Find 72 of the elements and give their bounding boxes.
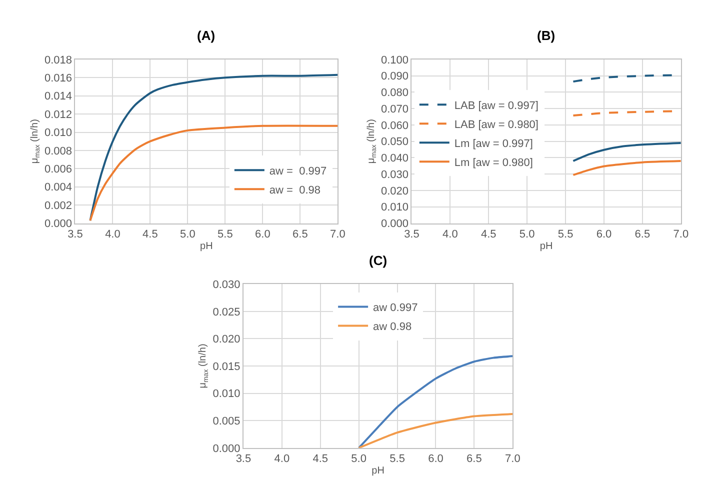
x-axis-title: pH	[200, 240, 213, 252]
y-tick-label: 0.030	[380, 168, 409, 181]
line-series	[89, 124, 338, 222]
legend-label: aw 0.98	[373, 321, 412, 334]
x-tick-label: 4.0	[274, 453, 290, 466]
y-tick-label: 0.014	[44, 90, 72, 103]
y-tick-label: 0.008	[44, 145, 72, 158]
y-tick-label: 0.050	[380, 136, 409, 148]
y-tick-label: 0.090	[380, 70, 409, 83]
line-series	[572, 160, 681, 176]
y-tick-label: 0.000	[44, 218, 72, 230]
legend-label: aw 0.997	[373, 302, 418, 314]
legend-label: aw = 0.98	[269, 184, 321, 196]
x-tick-label: 5.5	[558, 228, 574, 240]
y-tick-label: 0.004	[44, 182, 72, 194]
legend-label: Lm [aw = 0.980]	[454, 156, 533, 169]
line-series	[358, 413, 513, 448]
x-tick-label: 3.5	[68, 228, 83, 240]
y-tick-label: 0.025	[212, 306, 240, 318]
x-tick-label: 3.5	[404, 228, 420, 240]
y-tick-label: 0.010	[212, 388, 240, 400]
line-series	[572, 142, 681, 162]
line-series	[358, 355, 513, 448]
x-tick-label: 4.0	[442, 228, 458, 240]
y-tick-label: 0.015	[212, 360, 240, 373]
y-tick-label: 0.000	[380, 218, 409, 230]
legend-label: LAB [aw = 0.997]	[454, 100, 538, 112]
y-tick-label: 0.006	[44, 164, 72, 176]
chart-title: (A)	[197, 28, 216, 43]
y-tick-label: 0.000	[212, 442, 240, 455]
y-tick-label: 0.060	[380, 120, 409, 132]
y-tick-label: 0.070	[380, 103, 409, 116]
x-tick-label: 5.0	[180, 228, 196, 240]
x-tick-label: 5.0	[519, 228, 535, 240]
x-tick-label: 6.5	[292, 228, 308, 240]
x-tick-label: 5.5	[218, 228, 233, 240]
x-tick-label: 7.0	[330, 228, 346, 240]
y-tick-label: 0.030	[212, 278, 240, 291]
line-series	[89, 74, 338, 222]
x-tick-label: 6.0	[428, 453, 444, 466]
y-tick-label: 0.002	[44, 200, 72, 212]
x-tick-label: 5.0	[351, 453, 366, 466]
y-tick-label: 0.010	[44, 127, 72, 140]
y-tick-label: 0.018	[44, 54, 72, 66]
x-tick-label: 4.5	[312, 453, 328, 466]
x-tick-label: 7.0	[505, 453, 520, 466]
y-tick-label: 0.005	[212, 415, 240, 428]
chart-title: (C)	[369, 253, 388, 268]
legend-label: Lm [aw = 0.997]	[454, 138, 533, 150]
x-tick-label: 6.5	[634, 228, 650, 240]
x-tick-label: 7.0	[673, 228, 689, 240]
y-tick-label: 0.016	[44, 72, 72, 85]
x-tick-label: 4.5	[142, 228, 158, 240]
legend-label: LAB [aw = 0.980]	[454, 118, 538, 131]
y-tick-label: 0.020	[212, 334, 240, 346]
x-tick-label: 4.0	[105, 228, 120, 240]
x-tick-label: 5.5	[390, 453, 405, 466]
x-axis-title: pH	[540, 240, 553, 252]
y-tick-label: 0.010	[380, 202, 409, 214]
y-tick-label: 0.020	[380, 185, 409, 198]
y-tick-label: 0.012	[44, 108, 72, 121]
y-tick-label: 0.040	[380, 152, 409, 165]
y-tick-label: 0.100	[380, 54, 409, 66]
y-tick-label: 0.080	[380, 87, 409, 100]
x-tick-label: 6.0	[596, 228, 612, 240]
legend-label: aw = 0.997	[269, 165, 327, 178]
x-axis-title: pH	[372, 466, 384, 477]
x-tick-label: 3.5	[236, 453, 252, 466]
x-tick-label: 6.0	[255, 228, 270, 240]
x-tick-label: 6.5	[466, 453, 482, 466]
x-tick-label: 4.5	[480, 228, 496, 240]
chart-title: (B)	[537, 28, 556, 43]
